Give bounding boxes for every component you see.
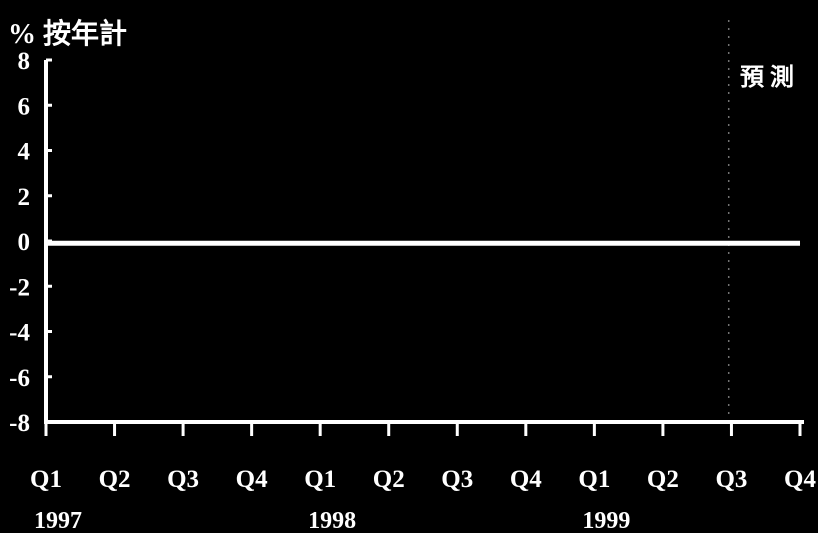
x-tick-label: Q4 (236, 466, 268, 493)
year-label: 1997 (34, 508, 82, 533)
x-tick-label: Q4 (784, 466, 816, 493)
x-tick-label: Q3 (715, 466, 747, 493)
unit-label: % 按年計 (8, 17, 127, 50)
x-tick-label: Q1 (578, 466, 610, 493)
x-tick-label: Q1 (304, 466, 336, 493)
year-label: 1998 (308, 508, 356, 533)
x-tick-label: Q1 (30, 466, 62, 493)
y-tick-label: -4 (9, 320, 30, 347)
y-tick-label: 4 (18, 139, 31, 166)
y-tick-label: 2 (18, 184, 31, 211)
x-tick-label: Q2 (647, 466, 679, 493)
x-tick-label: Q2 (99, 466, 131, 493)
x-tick-label: Q3 (167, 466, 199, 493)
y-tick-label: 6 (18, 93, 31, 120)
y-tick-label: 8 (18, 48, 31, 75)
forecast-label: 預 測 (740, 63, 794, 91)
x-tick-label: Q2 (373, 466, 405, 493)
year-label: 1999 (582, 508, 630, 533)
y-tick-label: -8 (9, 410, 30, 437)
y-tick-label: -6 (9, 365, 30, 392)
y-tick-label: -2 (9, 274, 30, 301)
x-tick-label: Q3 (441, 466, 473, 493)
y-tick-label: 0 (18, 229, 31, 256)
x-tick-label: Q4 (510, 466, 542, 493)
